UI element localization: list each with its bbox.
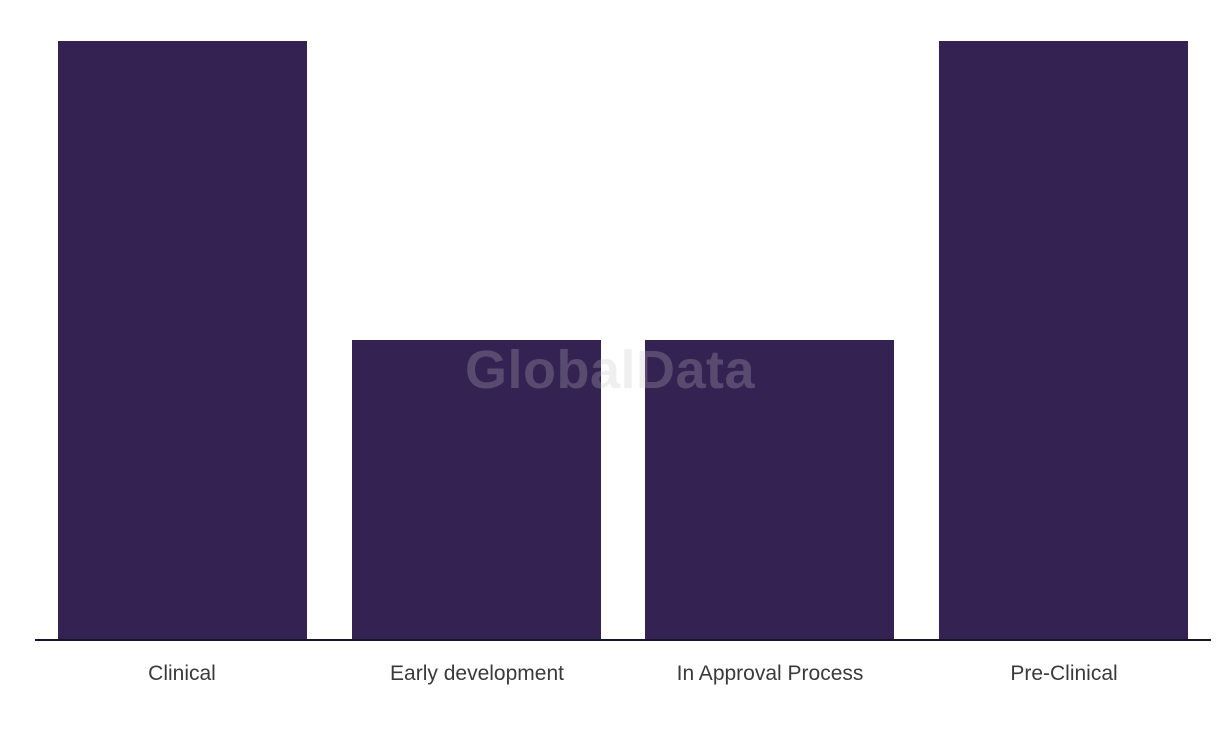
x-axis-label-in-approval-process: In Approval Process — [676, 662, 864, 685]
bar-in-approval-process — [645, 340, 894, 639]
bar-early-development — [352, 340, 601, 639]
bar-clinical — [58, 41, 307, 639]
bar-pre-clinical — [939, 41, 1188, 639]
x-axis-label-early-development: Early development — [390, 662, 564, 685]
x-axis-label-pre-clinical: Pre-Clinical — [1010, 662, 1118, 685]
x-axis-line — [35, 639, 1211, 641]
x-axis-label-clinical: Clinical — [148, 662, 216, 685]
